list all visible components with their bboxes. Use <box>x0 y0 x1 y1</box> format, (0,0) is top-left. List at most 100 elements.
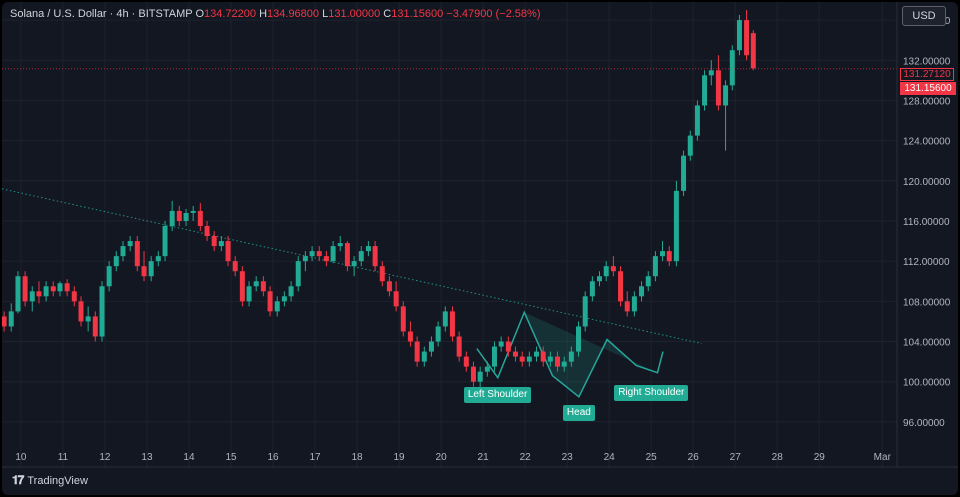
candle-body <box>666 251 672 262</box>
x-tick-label: 11 <box>58 452 69 463</box>
candle-body <box>723 85 729 106</box>
candle-body <box>645 276 651 287</box>
candle-body <box>379 266 385 282</box>
candle-body <box>673 190 679 262</box>
candle-body <box>597 276 603 282</box>
symbol-title: Solana / U.S. Dollar · 4h · BITSTAMP <box>10 8 193 20</box>
close-value: 131.15600 <box>391 8 444 20</box>
candle-body <box>176 210 182 221</box>
candle-body <box>505 341 511 352</box>
last-price-tag: 131.15600 <box>900 82 956 95</box>
pattern-label: Right Shoulder <box>614 384 689 401</box>
candle-body <box>92 316 98 337</box>
candle-body <box>624 301 630 312</box>
candle-body <box>22 276 28 302</box>
candle-body <box>155 256 161 262</box>
x-tick-label: 23 <box>562 452 574 463</box>
candle-body <box>162 226 168 257</box>
candle-body <box>57 283 63 292</box>
candle-body <box>568 351 574 362</box>
candle-body <box>78 301 84 322</box>
candle-body <box>414 341 420 362</box>
candle-body <box>365 246 371 252</box>
y-tick-label: 128.00000 <box>903 96 951 107</box>
x-tick-label: 15 <box>225 452 237 463</box>
candle-body <box>491 346 497 367</box>
candles-layer <box>2 10 756 392</box>
y-tick-label: 100.00000 <box>903 378 951 389</box>
x-tick-label: 29 <box>814 452 826 463</box>
candle-body <box>344 243 350 267</box>
x-tick-label: 19 <box>394 452 406 463</box>
candle-body <box>50 286 56 292</box>
candle-body <box>8 311 14 327</box>
candle-body <box>456 336 462 357</box>
candle-body <box>428 341 434 352</box>
candle-body <box>330 246 336 262</box>
candle-body <box>575 326 581 352</box>
high-value: 134.96800 <box>267 8 320 20</box>
candle-body <box>246 286 252 302</box>
candle-body <box>547 356 553 362</box>
candle-body <box>449 311 455 337</box>
y-tick-label: 108.00000 <box>903 297 951 308</box>
candle-body <box>470 366 476 382</box>
candle-body <box>211 236 217 247</box>
change-value: −3.47900 (−2.58%) <box>446 8 541 20</box>
head-and-shoulders-pattern <box>476 310 664 398</box>
candle-body <box>127 241 133 247</box>
candle-body <box>660 251 666 257</box>
candle-body <box>729 50 735 86</box>
candle-body <box>512 351 518 357</box>
candle-body <box>260 281 266 292</box>
candle-body <box>736 20 742 51</box>
candle-body <box>603 266 609 277</box>
tradingview-logo-icon: 𝟏𝟕 <box>12 473 24 487</box>
y-tick-label: 116.00000 <box>903 217 950 228</box>
candle-body <box>148 261 154 277</box>
candle-body <box>253 281 259 287</box>
candle-body <box>750 33 756 69</box>
candle-body <box>36 291 42 297</box>
candle-body <box>442 311 448 327</box>
currency-button[interactable]: USD <box>902 6 946 26</box>
candle-body <box>239 271 245 302</box>
candle-body <box>610 266 616 272</box>
candle-body <box>694 105 700 136</box>
candle-body <box>267 291 273 312</box>
pattern-line <box>476 310 664 398</box>
tradingview-branding[interactable]: 𝟏𝟕 TradingView <box>12 473 88 488</box>
candle-body <box>15 276 21 312</box>
open-label: O <box>195 8 205 20</box>
time-axis: 10 11 12 13 14 15 16 17 18 19 20 21 22 23 24 25 26 27 28 29… <box>2 452 958 468</box>
candle-body <box>393 291 399 307</box>
candle-body <box>540 351 546 362</box>
candle-body <box>533 351 539 357</box>
x-tick-label: 14 <box>183 452 195 463</box>
x-tick-label: 22 <box>520 452 532 463</box>
candle-body <box>43 286 49 297</box>
y-tick-label: 132.00000 <box>903 56 951 67</box>
candle-body <box>687 135 693 156</box>
x-tick-label: 28 <box>772 452 784 463</box>
low-value: 131.00000 <box>328 8 381 20</box>
y-tick-label: 112.00000 <box>903 257 950 268</box>
grid-lines <box>2 2 897 467</box>
candle-body <box>589 281 595 297</box>
candle-body <box>113 256 119 267</box>
candle-body <box>400 306 406 332</box>
candle-body <box>71 291 77 302</box>
candle-body <box>225 241 231 262</box>
open-value: 134.72200 <box>204 8 257 20</box>
candle-body <box>295 261 301 287</box>
candle-body <box>351 261 357 267</box>
x-tick-label: 25 <box>646 452 658 463</box>
candle-body <box>554 356 560 367</box>
x-tick-label: 18 <box>351 452 363 463</box>
candle-body <box>639 286 645 297</box>
x-tick-label: 10 <box>15 452 27 463</box>
close-label: C <box>383 8 392 20</box>
branding-text: TradingView <box>27 474 88 487</box>
